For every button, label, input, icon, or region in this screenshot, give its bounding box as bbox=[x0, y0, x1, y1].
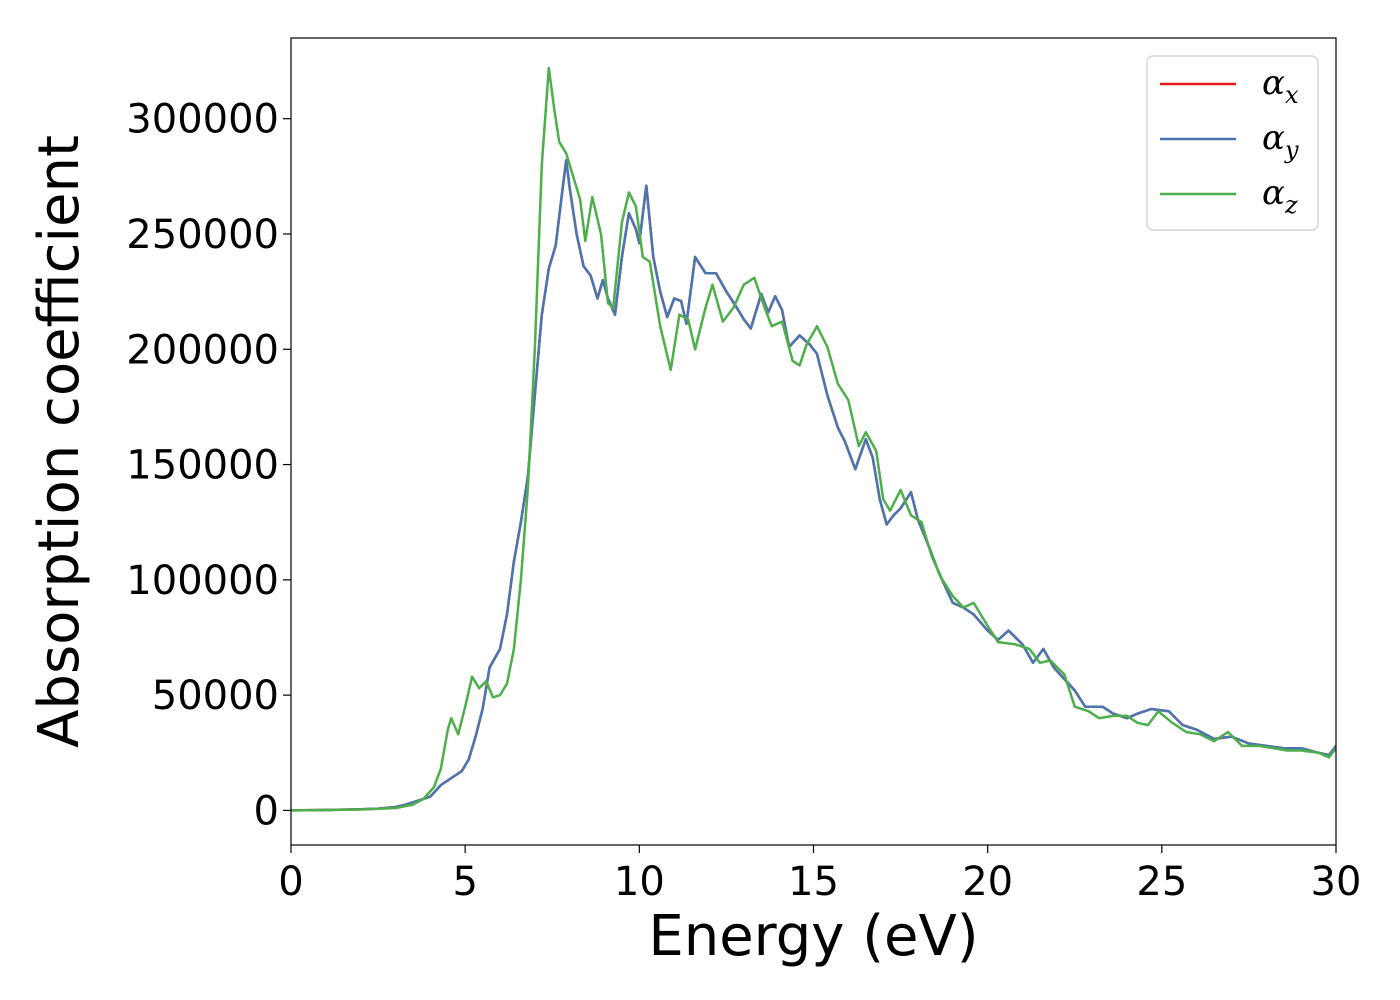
x-tick-label: 0 bbox=[278, 859, 303, 905]
y-tick-label: 100000 bbox=[126, 558, 279, 604]
legend-label-y: αy bbox=[1262, 118, 1299, 164]
y-axis-label: Absorption coefficient bbox=[27, 135, 92, 748]
series-line-y bbox=[291, 158, 1336, 812]
y-tick-label: 0 bbox=[254, 788, 279, 834]
x-tick-label: 30 bbox=[1311, 859, 1362, 905]
legend-label-x: αx bbox=[1262, 63, 1299, 109]
y-axis-ticks: 0 50000 100000 150000 200000 250000 300000 bbox=[126, 97, 291, 834]
x-tick-label: 10 bbox=[614, 859, 665, 905]
x-tick-label: 15 bbox=[788, 859, 839, 905]
series-line-z bbox=[291, 66, 1336, 812]
legend-box bbox=[1146, 55, 1319, 231]
x-axis-ticks: 0 5 10 15 20 25 30 bbox=[278, 845, 1361, 905]
legend-label-z: αz bbox=[1262, 173, 1298, 219]
series-layer bbox=[291, 66, 1336, 812]
x-tick-label: 5 bbox=[452, 859, 477, 905]
y-tick-label: 300000 bbox=[126, 97, 279, 143]
legend: αx αy αz bbox=[1146, 55, 1319, 231]
y-tick-label: 200000 bbox=[126, 327, 279, 373]
x-tick-label: 25 bbox=[1136, 859, 1187, 905]
y-tick-label: 50000 bbox=[152, 673, 279, 719]
x-tick-label: 20 bbox=[962, 859, 1013, 905]
series-line-x bbox=[291, 158, 1336, 812]
x-axis-label: Energy (eV) bbox=[648, 904, 978, 969]
y-tick-label: 250000 bbox=[126, 212, 279, 258]
y-tick-label: 150000 bbox=[126, 443, 279, 489]
